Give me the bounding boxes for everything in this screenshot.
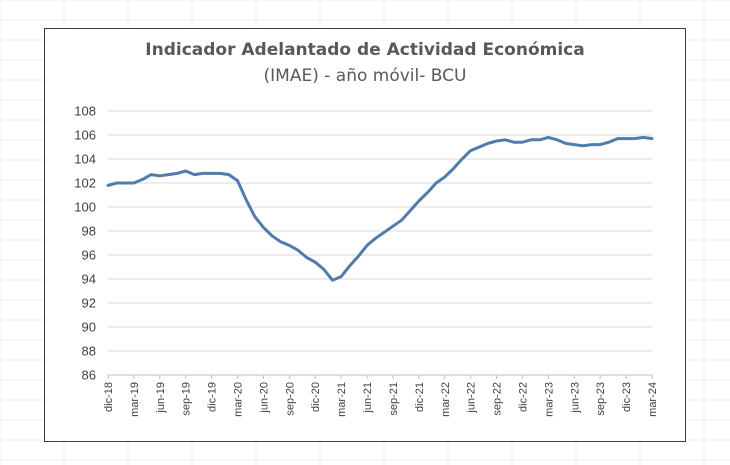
chart-frame[interactable] [44, 28, 686, 442]
y-tick-label: 88 [82, 344, 96, 359]
series-line-imae[interactable] [106, 135, 654, 282]
gridlines [108, 110, 652, 352]
x-tick-label: dic-20 [310, 382, 322, 412]
x-axis-tick-labels: dic-18 mar-19 jun-19 sep-19 dic-19 mar-20 jun-… [103, 382, 659, 417]
y-tick-label: 106 [74, 128, 96, 143]
y-tick-label: 100 [74, 200, 96, 215]
x-tick-label: sep-20 [284, 382, 296, 416]
y-axis-tick-labels: 86 88 90 92 94 96 98 100 102 104 106 108 [74, 104, 96, 383]
x-tick-label: dic-22 [517, 382, 529, 412]
x-tick-label: sep-23 [595, 382, 607, 416]
x-tick-label: mar-22 [440, 382, 452, 417]
x-tick-label: mar-21 [336, 382, 348, 417]
y-tick-label: 90 [82, 320, 96, 335]
y-tick-label: 86 [82, 368, 96, 383]
y-tick-label: 92 [82, 296, 96, 311]
x-tick-label: sep-19 [181, 382, 193, 416]
chart-subtitle: (IMAE) - año móvil- BCU [263, 66, 467, 86]
chart-title: Indicador Adelantado de Actividad Económ… [145, 40, 585, 60]
y-tick-label: 102 [74, 176, 96, 191]
x-tick-label: jun-22 [466, 382, 478, 414]
x-tick-label: mar-20 [233, 382, 245, 417]
axes [107, 374, 653, 379]
y-tick-label: 98 [82, 224, 96, 239]
x-tick-label: mar-24 [647, 382, 659, 417]
x-tick-label: mar-19 [129, 382, 141, 417]
x-tick-label: sep-22 [492, 382, 504, 416]
x-tick-label: dic-19 [207, 382, 219, 412]
y-tick-label: 104 [74, 152, 96, 167]
x-tick-label: dic-23 [621, 382, 633, 412]
x-tick-label: sep-21 [388, 382, 400, 416]
y-tick-label: 94 [82, 272, 96, 287]
x-tick-label: dic-21 [414, 382, 426, 412]
x-tick-label: jun-20 [258, 382, 270, 414]
y-tick-label: 96 [82, 248, 96, 263]
x-tick-label: mar-23 [543, 382, 555, 417]
x-tick-label: jun-21 [362, 382, 374, 414]
x-tick-label: jun-23 [569, 382, 581, 414]
x-tick-label: dic-18 [103, 382, 115, 412]
series-layer [106, 135, 654, 282]
x-tick-label: jun-19 [155, 382, 167, 414]
y-tick-label: 108 [74, 104, 96, 119]
